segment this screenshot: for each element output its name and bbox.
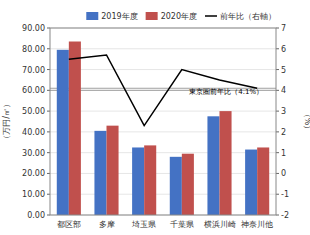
grid-line bbox=[50, 48, 276, 49]
x-tick-label: 神奈川他 bbox=[241, 220, 273, 229]
grid-line bbox=[50, 131, 276, 132]
y-tick-label: 70.00 bbox=[22, 66, 45, 75]
bar bbox=[57, 50, 69, 215]
legend-swatch bbox=[146, 12, 158, 20]
y2-tick-label: 1 bbox=[281, 149, 286, 158]
plot-frame bbox=[50, 28, 276, 215]
y2-axis-label: （%） bbox=[303, 110, 310, 134]
y-tick-label: 10.00 bbox=[22, 190, 45, 199]
bar bbox=[257, 147, 269, 215]
bar bbox=[144, 145, 156, 215]
bar bbox=[69, 42, 81, 215]
legend-swatch bbox=[86, 12, 98, 20]
y-tick-label: 50.00 bbox=[22, 107, 45, 116]
bar bbox=[107, 126, 119, 215]
legend-label: 2019年度 bbox=[101, 12, 137, 21]
y-tick-label: 80.00 bbox=[22, 45, 45, 54]
x-tick-label: 横浜川崎 bbox=[204, 220, 236, 229]
y-axis-label: （万円/㎡） bbox=[2, 100, 11, 143]
bar bbox=[170, 157, 182, 215]
grid-line bbox=[50, 111, 276, 112]
bar bbox=[245, 150, 257, 215]
bar bbox=[220, 111, 232, 215]
y-tick-label: 60.00 bbox=[22, 86, 45, 95]
y2-tick-label: -2 bbox=[281, 211, 289, 220]
y2-tick-label: 7 bbox=[281, 24, 286, 33]
y2-tick-label: 3 bbox=[281, 107, 286, 116]
y2-tick-label: 4 bbox=[281, 86, 286, 95]
chart: 0.00 10.00 20.00 30.00 40.00 50.00 60.00 70.00 8… bbox=[0, 0, 310, 235]
y2-tick-label: 6 bbox=[281, 45, 286, 54]
legend-swatch bbox=[205, 15, 217, 17]
y2-tick-label: 2 bbox=[281, 128, 286, 137]
legend: 2019年度 2020年度 前年比（右軸） bbox=[86, 12, 276, 21]
legend-item: 2019年度 bbox=[86, 12, 137, 21]
legend-label: 前年比（右軸） bbox=[220, 12, 276, 21]
y-tick-label: 90.00 bbox=[22, 24, 45, 33]
bar bbox=[207, 116, 219, 215]
y-tick-label: 30.00 bbox=[22, 149, 45, 158]
y-tick-label: 0.00 bbox=[27, 211, 45, 220]
y2-tick-label: 0 bbox=[281, 169, 286, 178]
y2-tick-label: 5 bbox=[281, 66, 286, 75]
plot-area bbox=[50, 42, 276, 215]
x-tick-label: 埼玉県 bbox=[131, 220, 156, 229]
x-tick-label: 多摩 bbox=[99, 220, 115, 229]
y-tick-label: 20.00 bbox=[22, 169, 45, 178]
x-tick-label: 千葉県 bbox=[170, 220, 194, 229]
grid-line bbox=[50, 69, 276, 70]
legend-label: 2020年度 bbox=[161, 12, 197, 21]
y-tick-label: 40.00 bbox=[22, 128, 45, 137]
grid-line bbox=[50, 152, 276, 153]
grid-line bbox=[50, 194, 276, 195]
bar bbox=[94, 131, 106, 215]
annotation: 東京圏前年比（4.1%） bbox=[189, 88, 263, 96]
grid-line bbox=[50, 173, 276, 174]
legend-item: 前年比（右軸） bbox=[205, 12, 276, 21]
bar bbox=[132, 147, 144, 215]
bar bbox=[182, 154, 194, 215]
legend-item: 2020年度 bbox=[146, 12, 197, 21]
x-tick-label: 都区部 bbox=[57, 220, 81, 229]
y2-tick-label: -1 bbox=[281, 190, 289, 199]
